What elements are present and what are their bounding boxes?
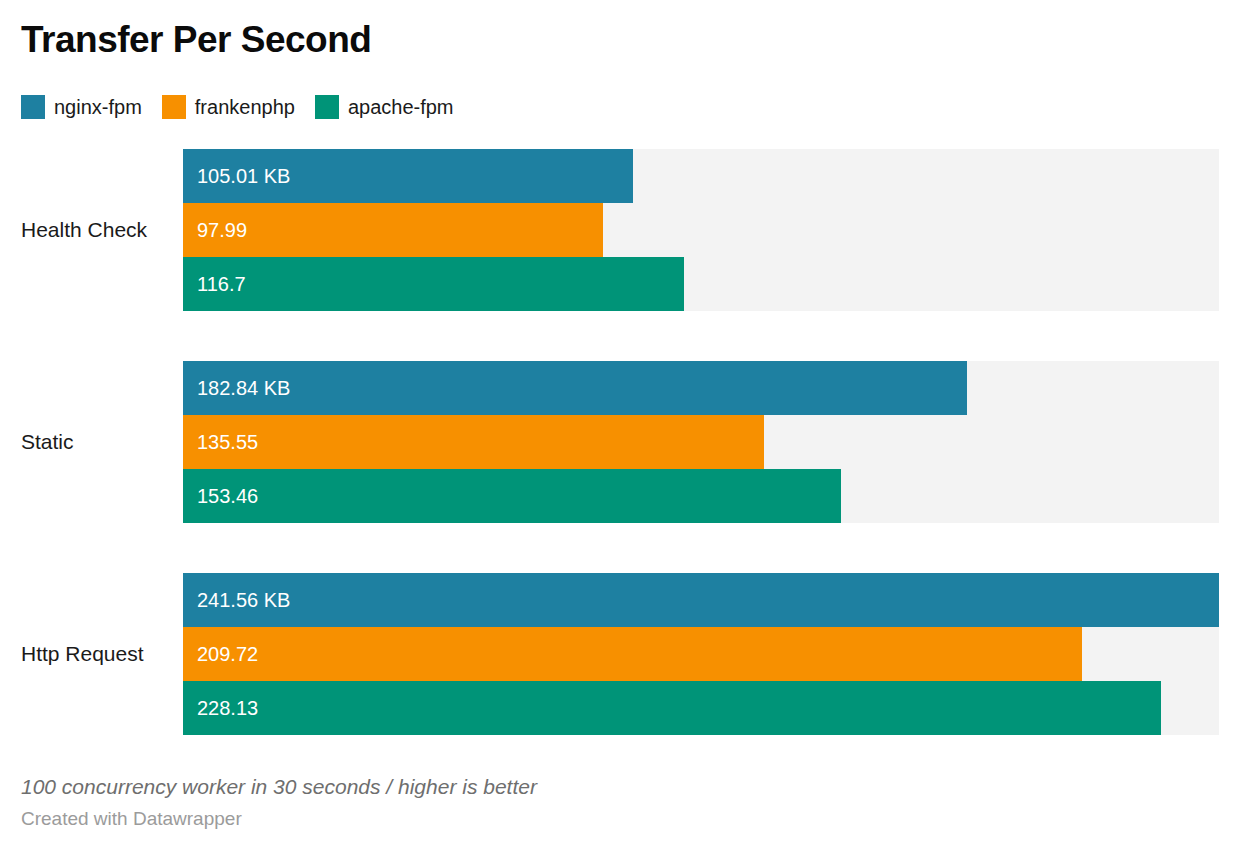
bar-rows: 105.01 KB 97.99 116.7 [183,149,1219,311]
chart-container: Transfer Per Second nginx-fpm frankenphp a… [0,0,1240,860]
bar-track: 105.01 KB [183,149,1219,203]
bar-track: 153.46 [183,469,1219,523]
bar-apache-fpm: 228.13 [183,681,1161,735]
bar-rows: 182.84 KB 135.55 153.46 [183,361,1219,523]
bar-rows: 241.56 KB 209.72 228.13 [183,573,1219,735]
legend-swatch-icon [315,95,339,119]
bar-apache-fpm: 153.46 [183,469,841,523]
legend-label: nginx-fpm [54,96,142,119]
bar-value-label: 209.72 [183,643,258,666]
bar-value-label: 105.01 KB [183,165,290,188]
bar-group: Http Request 241.56 KB 209.72 228.13 [21,573,1219,735]
bar-track: 228.13 [183,681,1219,735]
category-label: Health Check [21,218,183,242]
bar-track: 241.56 KB [183,573,1219,627]
bar-value-label: 241.56 KB [183,589,290,612]
bar-value-label: 135.55 [183,431,258,454]
bar-group: Health Check 105.01 KB 97.99 116.7 [21,149,1219,311]
bar-track: 97.99 [183,203,1219,257]
bar-group: Static 182.84 KB 135.55 153.46 [21,361,1219,523]
datawrapper-attribution: Created with Datawrapper [21,808,1219,830]
bar-value-label: 153.46 [183,485,258,508]
legend-label: frankenphp [195,96,295,119]
legend-item-apache-fpm: apache-fpm [315,95,454,119]
bar-value-label: 228.13 [183,697,258,720]
bar-frankenphp: 209.72 [183,627,1082,681]
bar-apache-fpm: 116.7 [183,257,684,311]
bar-value-label: 182.84 KB [183,377,290,400]
bar-value-label: 116.7 [183,273,246,296]
legend-swatch-icon [21,95,45,119]
bar-frankenphp: 135.55 [183,415,764,469]
chart-note: 100 concurrency worker in 30 seconds / h… [21,775,1219,799]
bar-nginx-fpm: 182.84 KB [183,361,967,415]
bar-value-label: 97.99 [183,219,247,242]
chart-title: Transfer Per Second [21,18,1219,62]
bar-nginx-fpm: 105.01 KB [183,149,633,203]
category-label: Http Request [21,642,183,666]
legend-label: apache-fpm [348,96,454,119]
bar-nginx-fpm: 241.56 KB [183,573,1219,627]
legend-swatch-icon [162,95,186,119]
bar-frankenphp: 97.99 [183,203,603,257]
legend-item-nginx-fpm: nginx-fpm [21,95,142,119]
legend-item-frankenphp: frankenphp [162,95,295,119]
bar-track: 116.7 [183,257,1219,311]
bar-track: 182.84 KB [183,361,1219,415]
category-label: Static [21,430,183,454]
legend: nginx-fpm frankenphp apache-fpm [21,94,1219,120]
bar-track: 135.55 [183,415,1219,469]
bar-chart: Health Check105.01 KB97.99116.7Static182… [21,149,1219,735]
bar-track: 209.72 [183,627,1219,681]
